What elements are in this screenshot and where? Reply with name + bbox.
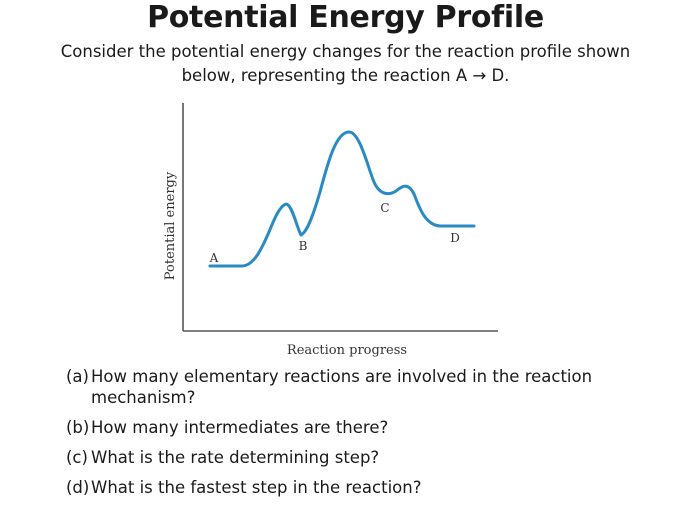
- question-text: What is the fastest step in the reaction…: [91, 478, 422, 497]
- point-label-b: B: [299, 239, 308, 253]
- potential-energy-diagram: Potential energy Reaction progress A B C…: [163, 103, 498, 358]
- question-label: (d): [66, 478, 90, 497]
- question-label: (a): [66, 367, 89, 386]
- question-text-continued: mechanism?: [91, 388, 196, 407]
- question-text: How many elementary reactions are involv…: [91, 367, 593, 386]
- question-c: (c) What is the rate determining step?: [66, 447, 666, 468]
- question-label: (c): [66, 448, 88, 467]
- point-label-d: D: [450, 231, 460, 245]
- page-title: Potential Energy Profile: [147, 0, 544, 35]
- intro-line-2: below, representing the reaction A → D.: [181, 66, 510, 85]
- intro-text: Consider the potential energy changes fo…: [10, 40, 681, 88]
- question-b: (b) How many intermediates are there?: [66, 417, 666, 438]
- question-text: How many intermediates are there?: [91, 418, 389, 437]
- energy-curve: [208, 130, 476, 268]
- question-label: (b): [66, 418, 90, 437]
- question-d: (d) What is the fastest step in the reac…: [66, 477, 666, 498]
- y-axis-label: Potential energy: [163, 171, 178, 280]
- question-list: (a) How many elementary reactions are in…: [66, 366, 666, 498]
- point-label-a: A: [209, 251, 219, 265]
- x-axis-label: Reaction progress: [287, 343, 407, 358]
- question-text: What is the rate determining step?: [91, 448, 380, 467]
- point-label-c: C: [380, 201, 389, 215]
- question-a: (a) How many elementary reactions are in…: [66, 366, 666, 408]
- intro-line-1: Consider the potential energy changes fo…: [60, 42, 631, 61]
